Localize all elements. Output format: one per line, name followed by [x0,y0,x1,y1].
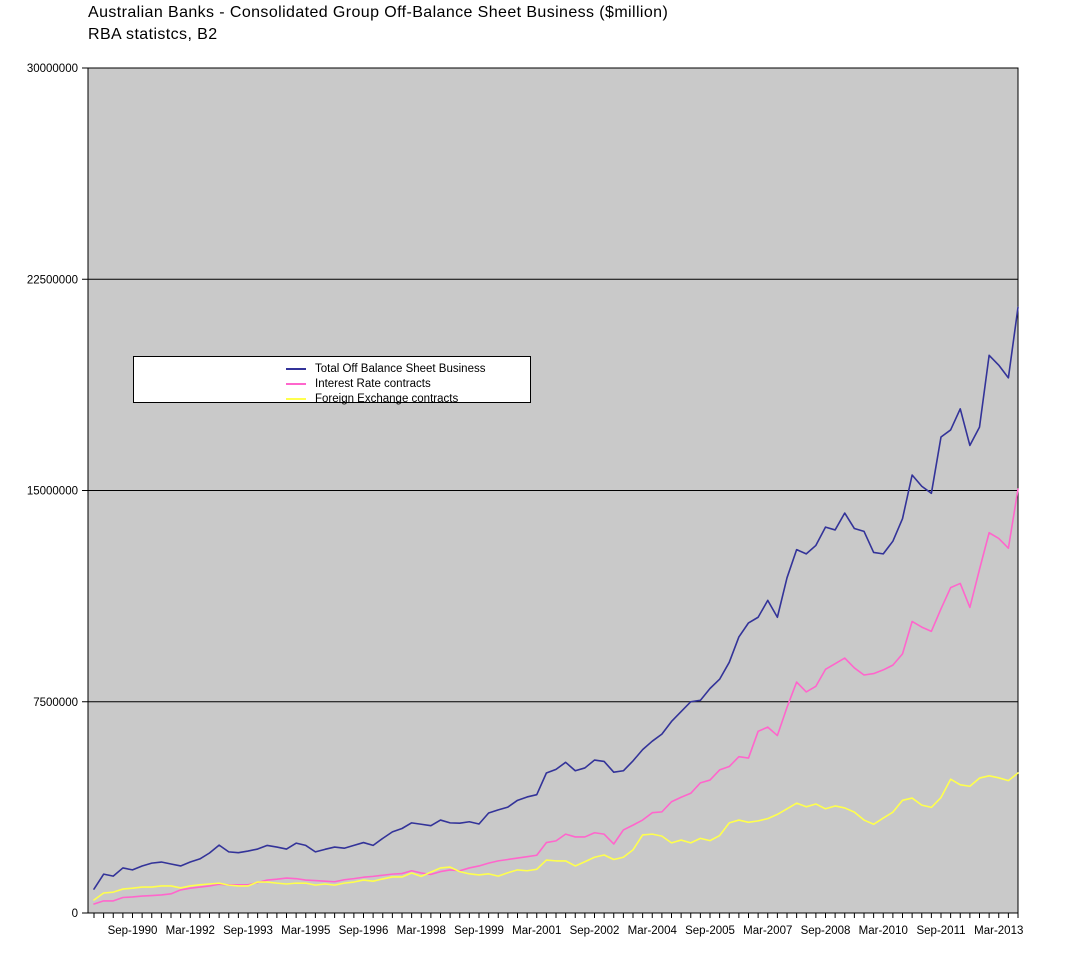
x-tick-label: Sep-1990 [108,925,158,937]
x-tick-label: Sep-2008 [801,925,851,937]
legend-label: Foreign Exchange contracts [315,392,459,405]
chart-subtitle: RBA statistcs, B2 [88,26,218,43]
legend-label: Interest Rate contracts [315,377,431,390]
legend: Total Off Balance Sheet Business Interest… [133,356,531,406]
series-line-total-off-balance-sheet-business [93,306,1019,890]
x-tick-label: Sep-1996 [339,925,389,937]
x-tick-label: Sep-1993 [223,925,273,937]
legend-dash-icon [286,367,306,370]
x-tick-label: Mar-2007 [743,925,792,937]
x-tick-label: Mar-2010 [859,925,908,937]
x-tick-label: Mar-1992 [166,925,215,937]
legend-entry: Interest Rate contracts [286,376,530,391]
x-tick-label: Sep-1999 [454,925,504,937]
x-tick-label: Mar-1995 [281,925,330,937]
y-tick-label: 0 [72,908,78,920]
chart-title: Australian Banks - Consolidated Group Of… [88,4,669,21]
x-tick-label: Mar-1998 [397,925,446,937]
series-line-foreign-exchange-contracts [93,772,1019,901]
legend-dash-icon [286,382,306,385]
y-tick-label: 30000000 [27,63,78,75]
x-tick-label: Mar-2013 [974,925,1023,937]
x-tick-label: Mar-2004 [628,925,678,937]
legend-dash-icon [286,397,306,400]
x-tick-label: Mar-2001 [512,925,561,937]
y-tick-label: 15000000 [27,486,78,498]
x-tick-label: Sep-2002 [570,925,620,937]
y-tick-label: 7500000 [33,697,78,709]
legend-entry: Total Off Balance Sheet Business [286,361,530,376]
series-line-interest-rate-contracts [93,488,1019,905]
x-tick-label: Sep-2011 [916,925,965,937]
legend-label: Total Off Balance Sheet Business [315,362,486,375]
y-tick-label: 22500000 [27,274,78,286]
x-tick-label: Sep-2005 [685,925,735,937]
legend-entry: Foreign Exchange contracts [286,391,530,406]
